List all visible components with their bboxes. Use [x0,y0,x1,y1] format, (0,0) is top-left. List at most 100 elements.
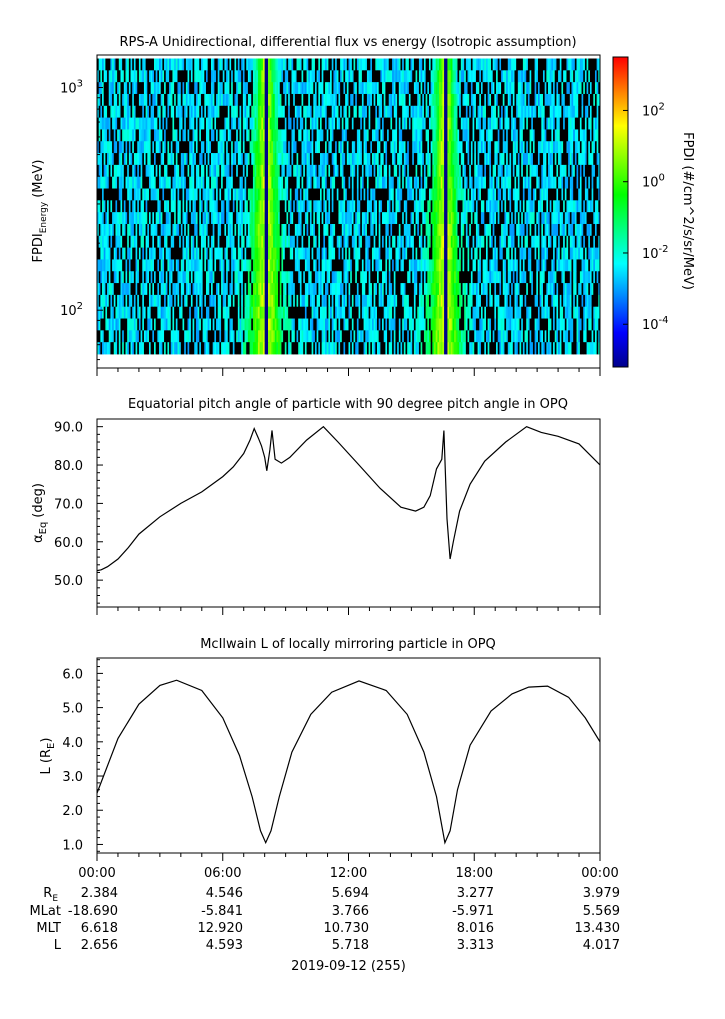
spectrogram-cell [318,141,321,154]
spectrogram-cell [511,82,514,95]
spectrogram-cell [190,212,193,225]
spectrogram-cell [405,200,408,213]
spectrogram-cell [254,200,257,213]
spectrogram-cell [537,235,541,249]
spectrogram-cell [383,223,386,237]
spectrogram-cell [392,176,395,189]
spectrogram-cell [262,247,266,260]
spectrogram-cell [159,176,162,189]
spectrogram-cell [157,188,160,201]
spectrogram-cell [588,212,591,225]
spectrogram-cell [541,82,544,95]
spectrogram-cell [462,58,465,71]
spectrogram-cell [457,105,460,119]
spectrogram-cell [234,223,237,237]
spectrogram-title: RPS-A Unidirectional, differential flux … [119,35,576,50]
spectrogram-cell [491,117,494,130]
spectrogram-cell [405,70,408,83]
spectrogram-cell [167,129,170,142]
spectrogram-cell [594,58,598,71]
spectrogram-cell [278,105,281,119]
spectrogram-cell [319,188,323,201]
spectrogram-cell [450,82,453,95]
spectrogram-cell [125,58,128,71]
spectrogram-panel: RPS-A Unidirectional, differential flux … [31,35,695,376]
spectrogram-cell [241,200,244,213]
spectrogram-cell [437,82,440,95]
spectrogram-cell [512,235,515,249]
spectrogram-cell [224,58,227,71]
spectrogram-cell [432,117,435,130]
spectrogram-cell [393,129,396,142]
spectrogram-cell [123,212,126,225]
spectrogram-cell [231,223,234,237]
spectrogram-cell [542,129,546,142]
spectrogram-cell [491,105,494,119]
spectrogram-cell [319,129,323,142]
spectrogram-cell [558,235,561,249]
spectrogram-cell [294,247,297,260]
spectrogram-cell [400,141,403,154]
spectrogram-cell [506,58,509,71]
spectrogram-cell [148,70,152,83]
spectrogram-cell [105,164,108,178]
spectrogram-cell [536,141,539,154]
spectrogram-cell [375,164,378,178]
spectrogram-cell [182,58,185,71]
spectrogram-cell [591,223,594,237]
spectrogram-cell [368,82,371,95]
spectrogram-cell [485,105,489,119]
spectrogram-cell [365,117,368,130]
spectrogram-cell [289,117,292,130]
spectrogram-cell [184,58,187,71]
spectrogram-cell [516,129,519,142]
spectrogram-cell [517,129,520,142]
spectrogram-cell [135,212,138,225]
spectrogram-cell [371,153,375,166]
spectrogram-cell [308,93,311,107]
spectrogram-cell [521,117,524,130]
spectrogram-cell [249,141,252,154]
spectrogram-cell [205,153,209,166]
spectrogram-cell [428,153,432,166]
spectrogram-cell [392,141,395,154]
spectrogram-cell [216,176,219,189]
spectrogram-cell [259,223,262,237]
spectrogram-cell [319,105,323,119]
spectrogram-cell [221,82,224,95]
spectrogram-cell [162,188,165,201]
spectrogram-cell [410,58,413,71]
spectrogram-cell [306,105,309,119]
spectrogram-cell [512,129,515,142]
spectrogram-cell [445,82,448,95]
spectrogram-cell [402,117,405,130]
spectrogram-cell [216,141,219,154]
spectrogram-cell [331,200,334,213]
spectrogram-cell [234,58,237,71]
spectrogram-cell [120,200,123,213]
spectrogram-cell [455,153,458,166]
spectrogram-cell [489,82,492,95]
spectrogram-cell [392,212,395,225]
spectrogram-cell [326,141,329,154]
spectrogram-cell [442,200,445,213]
spectrogram-cell [323,153,326,166]
spectrogram-cell [467,129,470,142]
spectrogram-cell [247,82,250,95]
spectrogram-cell [398,105,401,119]
spectrogram-cell [427,82,430,95]
spectrogram-cell [593,70,596,83]
spectrogram-cell [351,164,354,178]
spectrogram-cell [147,200,150,213]
spectrogram-cell [340,212,343,225]
spectrogram-cell [382,212,385,225]
spectrogram-cell [348,188,351,201]
spectrogram-cell [544,93,547,107]
spectrogram-cell [371,235,375,249]
spectrogram-cell [539,82,542,95]
spectrogram-cell [350,153,353,166]
spectrogram-cell [351,153,354,166]
spectrogram-cell [408,235,411,249]
spectrogram-cell [556,188,559,201]
spectrogram-cell [596,129,599,142]
